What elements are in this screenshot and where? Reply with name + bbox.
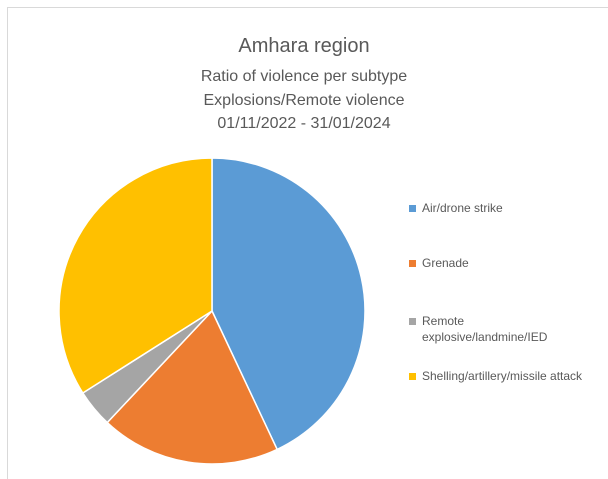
- legend-label: Grenade: [422, 256, 469, 270]
- legend-label: Remote explosive/landmine/IED: [422, 314, 548, 344]
- chart-title: Amhara region: [238, 35, 369, 57]
- chart-subtitle: 01/11/2022 - 31/01/2024: [217, 115, 390, 132]
- legend-swatch: [409, 318, 416, 325]
- chart-subtitle: Explosions/Remote violence: [204, 92, 405, 109]
- pie-slice: [106, 309, 279, 465]
- legend-label: Shelling/artillery/missile attack: [422, 369, 583, 383]
- chart-subtitle: Ratio of violence per subtype: [201, 68, 407, 85]
- legend-label: Air/drone strike: [422, 201, 503, 215]
- pie-slice: [211, 157, 366, 451]
- pie-slice: [58, 157, 213, 395]
- chart-border: [7, 7, 608, 479]
- legend-swatch: [409, 373, 416, 380]
- legend-swatch: [409, 205, 416, 212]
- legend-swatch: [409, 260, 416, 267]
